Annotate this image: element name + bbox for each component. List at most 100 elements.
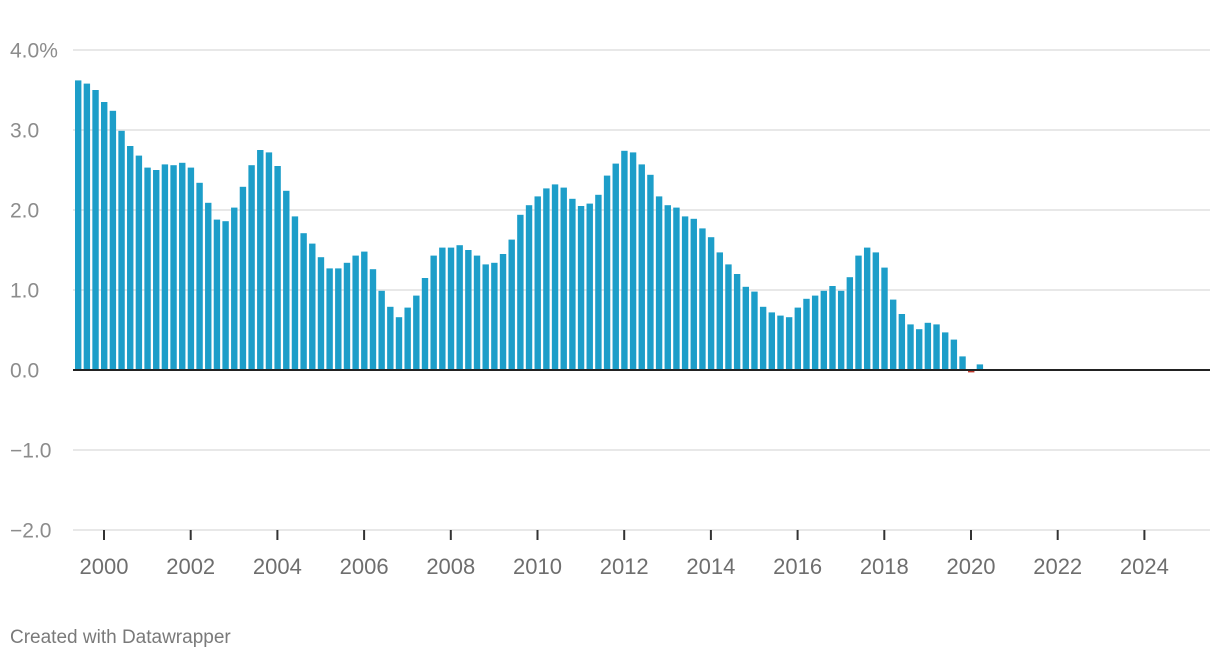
bar	[612, 163, 619, 370]
bar	[491, 262, 498, 370]
bar	[586, 203, 593, 370]
bar	[421, 278, 429, 370]
y-tick-label: −2.0	[10, 520, 51, 543]
bar	[603, 175, 611, 370]
x-tick-label: 2010	[513, 554, 562, 579]
bar	[915, 329, 923, 370]
bar	[742, 286, 749, 370]
bar	[413, 295, 420, 370]
bar	[621, 150, 628, 370]
bar	[361, 251, 368, 370]
bar	[647, 174, 654, 370]
bar	[439, 247, 446, 370]
bar	[257, 150, 264, 370]
bar	[196, 182, 203, 370]
bar	[751, 291, 758, 370]
bar	[369, 269, 377, 370]
bar	[387, 306, 394, 370]
bar	[837, 290, 845, 370]
bar	[733, 274, 741, 370]
bar	[283, 190, 290, 370]
bar	[872, 252, 880, 370]
bar	[153, 170, 160, 370]
bar	[543, 188, 550, 370]
bar	[595, 194, 602, 370]
bar	[335, 268, 342, 370]
bar	[629, 152, 637, 370]
bar	[378, 290, 385, 370]
bar	[127, 146, 134, 370]
bar	[317, 257, 325, 370]
bar	[465, 250, 472, 370]
x-tick-label: 2004	[253, 554, 302, 579]
bar	[690, 218, 697, 370]
bar	[300, 233, 307, 370]
bar	[517, 214, 524, 370]
bar	[534, 196, 541, 370]
bar	[863, 247, 871, 370]
bar	[404, 307, 411, 370]
bar	[551, 184, 559, 370]
bar	[92, 90, 99, 370]
bar	[785, 317, 793, 370]
bar	[231, 207, 238, 370]
bar	[907, 324, 914, 370]
bar	[187, 167, 195, 370]
bar	[430, 255, 437, 370]
bar	[577, 206, 585, 370]
x-axis: 2000 2002 2004 2006 2008 2010 2012 2014 2016 2018…	[80, 530, 1169, 579]
bars	[75, 80, 984, 373]
bar	[508, 239, 515, 370]
bar	[846, 277, 854, 370]
bar	[976, 364, 984, 370]
bar	[83, 83, 91, 370]
bar	[716, 252, 723, 370]
bar	[707, 237, 715, 370]
bar	[456, 245, 463, 370]
datawrapper-credit: Created with Datawrapper	[10, 627, 231, 648]
y-tick-label: 1.0	[10, 280, 39, 303]
bar	[794, 307, 802, 370]
y-tick-label: 0.0	[10, 360, 39, 383]
bar	[681, 216, 689, 370]
bar	[560, 187, 567, 370]
bar	[768, 312, 775, 370]
bar	[291, 216, 299, 370]
bar	[968, 370, 975, 373]
y-tick-label: 2.0	[10, 200, 39, 223]
bar	[144, 167, 151, 370]
bar	[942, 332, 949, 370]
bar	[820, 290, 828, 370]
bar	[638, 164, 645, 370]
bar	[274, 166, 281, 370]
bar	[525, 205, 533, 370]
bar	[699, 228, 706, 370]
x-tick-label: 2016	[773, 554, 822, 579]
bar	[109, 110, 117, 371]
bar	[725, 264, 732, 370]
bar	[569, 198, 576, 370]
bar	[664, 205, 671, 370]
y-tick-label: 3.0	[10, 120, 39, 143]
bar	[213, 219, 221, 370]
y-tick-label: −1.0	[10, 440, 51, 463]
x-tick-label: 2018	[860, 554, 909, 579]
bar	[811, 295, 819, 370]
bar	[205, 202, 212, 370]
bar	[309, 243, 316, 370]
bar	[655, 196, 663, 370]
bar	[933, 324, 940, 370]
bar	[829, 286, 836, 370]
x-tick-label: 2008	[426, 554, 475, 579]
bar	[118, 130, 125, 370]
bar	[473, 255, 481, 370]
bar	[161, 164, 169, 370]
bar	[239, 186, 247, 370]
y-axis-labels: 4.0% 3.0 2.0 1.0 0.0 −1.0 −2.0	[10, 40, 58, 543]
bar	[248, 165, 255, 370]
bar	[101, 102, 108, 370]
bar	[447, 247, 455, 370]
x-tick-label: 2014	[686, 554, 735, 579]
x-tick-label: 2006	[340, 554, 389, 579]
bar	[959, 356, 966, 370]
